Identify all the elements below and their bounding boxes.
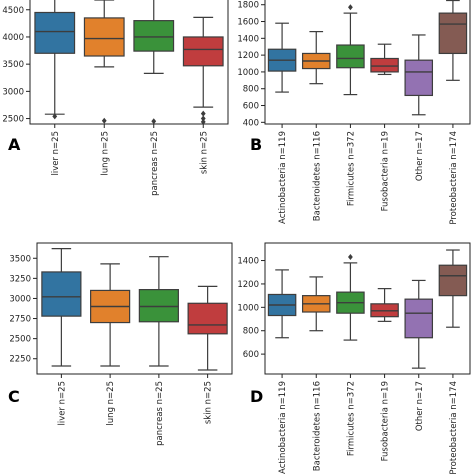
outlier-point bbox=[348, 4, 353, 11]
box-3 bbox=[133, 20, 175, 52]
box-1 bbox=[41, 271, 82, 317]
panel-letter: D bbox=[250, 387, 263, 406]
box-4 bbox=[370, 57, 399, 73]
x-tick-label: Fusobacteria n=19 bbox=[381, 131, 391, 211]
x-tick-label: lung n=25 bbox=[106, 381, 116, 426]
box-5 bbox=[404, 298, 434, 339]
y-tick-label: 3000 bbox=[2, 87, 24, 97]
y-tick-label: 2750 bbox=[9, 315, 31, 325]
x-tick-label: Actinobacteria n=119 bbox=[278, 381, 288, 474]
box-3 bbox=[138, 289, 179, 323]
y-tick-label: 3000 bbox=[9, 294, 31, 304]
x-tick-label: Firmicutes n=372 bbox=[346, 381, 356, 456]
chart-panel-d: 600 800 1000 1200 1400 Actinobacteria n=119 Ba… bbox=[237, 242, 471, 474]
outlier-point bbox=[200, 110, 206, 117]
outlier-point bbox=[151, 118, 157, 125]
y-tick-label: 600 bbox=[243, 102, 259, 112]
outlier-point bbox=[52, 113, 58, 120]
x-tick-label: Other n=17 bbox=[415, 381, 425, 431]
y-tick-label: 1400 bbox=[237, 257, 259, 267]
x-tick-label: lung n=25 bbox=[100, 131, 110, 176]
plot-frame bbox=[264, 242, 471, 375]
outlier-point bbox=[101, 117, 107, 124]
x-tick-label: liver n=25 bbox=[57, 381, 67, 426]
y-tick-label: 1000 bbox=[237, 303, 259, 313]
panel-letter: B bbox=[250, 135, 262, 154]
y-tick-label: 1600 bbox=[237, 18, 259, 28]
x-tick-label: pancreas n=25 bbox=[155, 381, 165, 446]
y-tick-label: 4500 bbox=[2, 6, 24, 16]
box-3 bbox=[336, 44, 365, 69]
y-tick-label: 1000 bbox=[237, 68, 259, 78]
chart-panel-a: 2500 3000 3500 4000 4500 liver n=25 lung n=25 p… bbox=[2, 0, 229, 196]
x-tick-label: Proteobacteria n=174 bbox=[449, 131, 459, 225]
y-tick-label: 800 bbox=[243, 327, 259, 337]
y-tick-label: 2250 bbox=[9, 355, 31, 365]
x-tick-label: Bacteroidetes n=116 bbox=[312, 131, 322, 221]
plot-frame bbox=[264, 0, 471, 125]
x-tick-label: skin n=25 bbox=[199, 131, 209, 174]
x-tick-label: Other n=17 bbox=[415, 131, 425, 181]
box-6 bbox=[438, 12, 468, 55]
x-tick-label: Actinobacteria n=119 bbox=[278, 131, 288, 224]
y-tick-label: 800 bbox=[243, 85, 259, 95]
panel-letter: C bbox=[8, 387, 20, 406]
box-1 bbox=[34, 11, 76, 54]
y-tick-label: 1400 bbox=[237, 34, 259, 44]
outlier-point bbox=[348, 254, 353, 261]
box-5 bbox=[404, 59, 434, 97]
y-tick-label: 400 bbox=[243, 118, 259, 128]
x-tick-label: skin n=25 bbox=[204, 381, 214, 424]
chart-panel-c: 2250 2500 2750 3000 3250 3500 liver n=25 lung n… bbox=[8, 242, 233, 446]
y-tick-label: 4000 bbox=[2, 33, 24, 43]
plot-frame bbox=[36, 242, 233, 375]
x-tick-label: Firmicutes n=372 bbox=[346, 131, 356, 206]
y-tick-label: 1200 bbox=[237, 51, 259, 61]
y-tick-label: 1800 bbox=[237, 1, 259, 11]
box-6 bbox=[438, 264, 468, 297]
x-tick-label: Proteobacteria n=174 bbox=[449, 381, 459, 474]
y-tick-label: 3500 bbox=[9, 254, 31, 264]
x-tick-label: pancreas n=25 bbox=[150, 131, 160, 196]
y-tick-label: 2500 bbox=[2, 115, 24, 125]
box-4 bbox=[187, 302, 228, 335]
box-4 bbox=[182, 36, 224, 67]
y-tick-label: 3500 bbox=[2, 60, 24, 70]
y-tick-label: 600 bbox=[243, 350, 259, 360]
panel-letter: A bbox=[8, 135, 21, 154]
outlier-point bbox=[200, 118, 206, 125]
plot-frame bbox=[29, 0, 229, 125]
y-tick-label: 3250 bbox=[9, 274, 31, 284]
chart-panel-b: 400 600 800 1000 1200 1400 1600 1800 Actinobacte… bbox=[237, 0, 471, 225]
x-tick-label: Bacteroidetes n=116 bbox=[312, 381, 322, 471]
y-tick-label: 1200 bbox=[237, 280, 259, 290]
x-tick-label: Fusobacteria n=19 bbox=[381, 381, 391, 461]
box-2 bbox=[83, 17, 125, 57]
x-tick-label: liver n=25 bbox=[51, 131, 61, 176]
outlier-point bbox=[200, 115, 206, 122]
y-tick-label: 2500 bbox=[9, 335, 31, 345]
